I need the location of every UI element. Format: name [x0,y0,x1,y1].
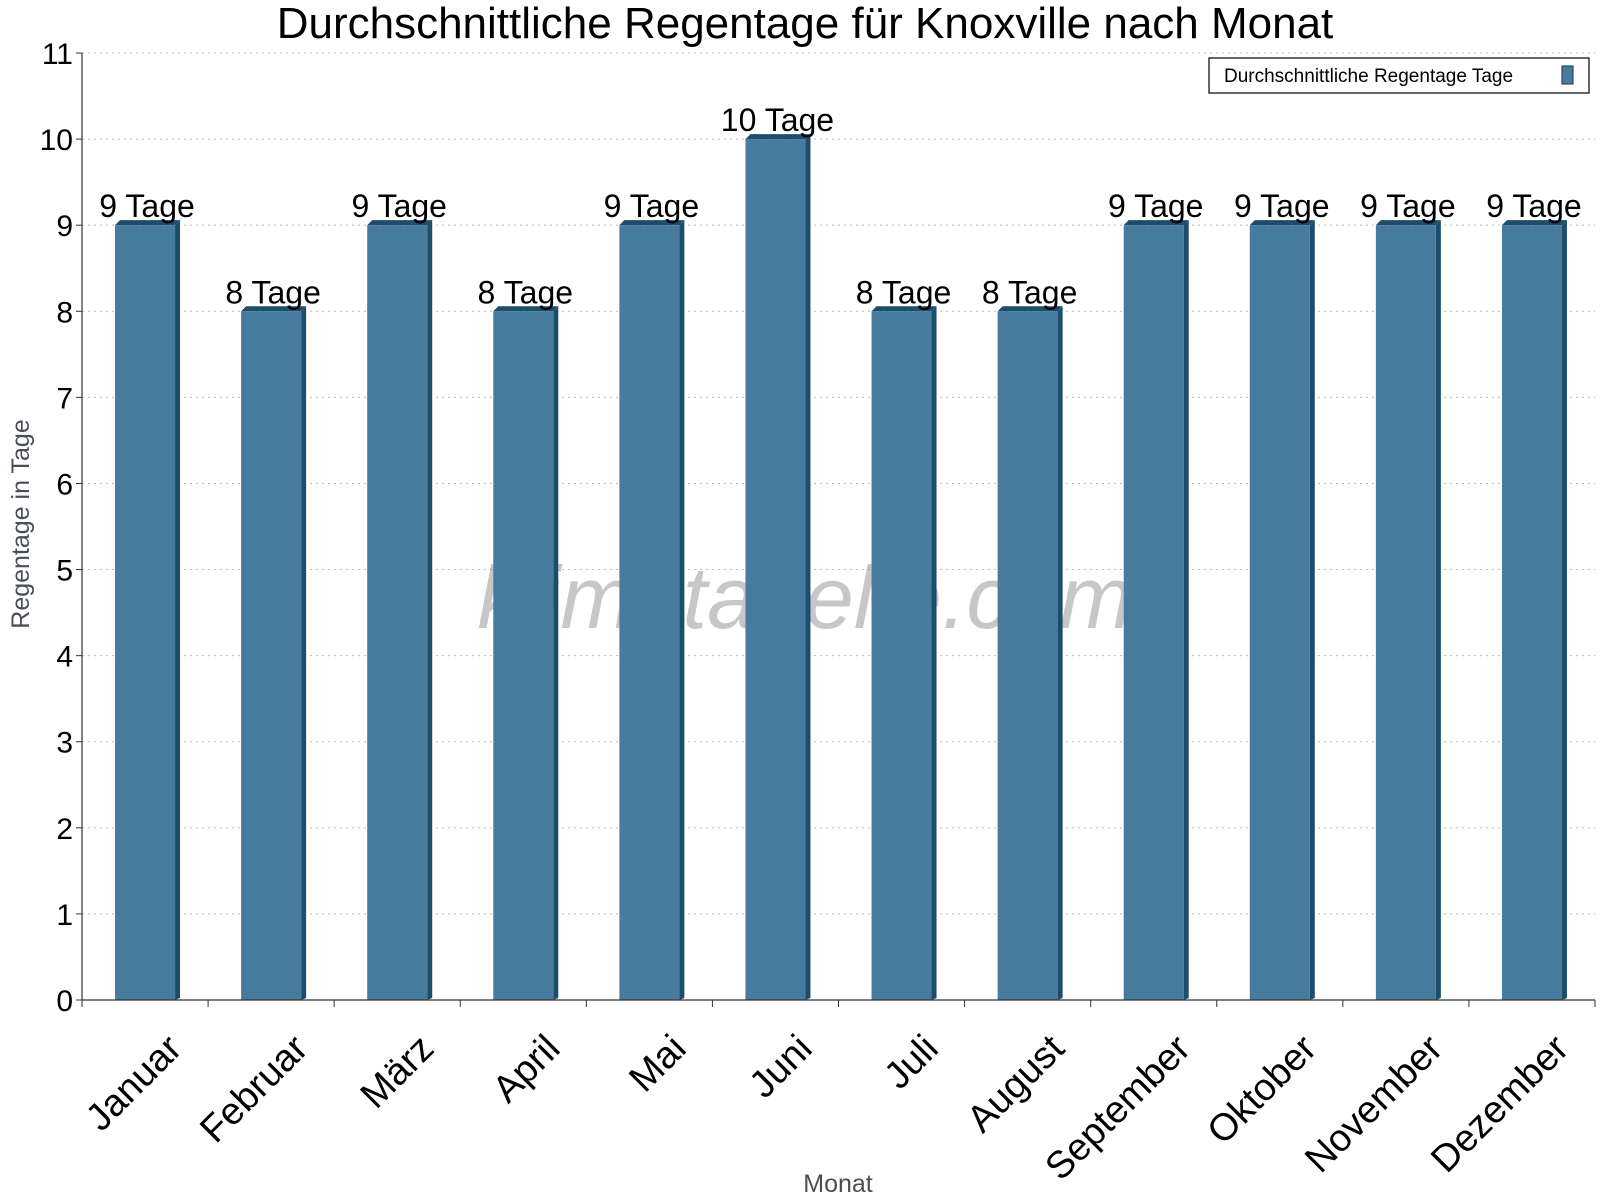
bar-top [241,306,307,312]
legend-label: Durchschnittliche Regentage Tage [1224,66,1513,87]
bar-front [871,311,932,1001]
bar [1123,220,1189,1000]
data-labels: 9 Tage 8 Tage 9 Tage 8 Tage 9 Tage 10 Tage 8 T… [99,102,1581,310]
x-tick-label: März [353,1027,442,1116]
bar-front [1501,225,1562,1000]
legend: Durchschnittliche Regentage Tage [1208,57,1590,94]
bar-top [1375,220,1441,226]
bar-top [1501,220,1567,226]
bar-top [619,220,685,226]
y-tick-label: 3 [56,727,73,760]
data-label: 9 Tage [1360,188,1456,224]
data-label: 9 Tage [1108,188,1204,224]
bar-side [1057,306,1063,1001]
y-tick-label: 9 [56,210,73,243]
y-tick-label: 8 [56,296,73,329]
x-tick-label: Februar [192,1027,316,1151]
bar-front [1123,225,1184,1000]
bar-front [1249,225,1310,1000]
bar-top [493,306,559,312]
bar-top [1123,220,1189,226]
y-tick-label: 7 [56,382,73,415]
legend-box [1208,57,1590,94]
bars [115,134,1567,1001]
bar-side [427,220,433,1000]
y-tick-label: 2 [56,813,73,846]
bar-front [241,311,302,1001]
bar-front [115,225,176,1000]
bar [1501,220,1567,1000]
bar [997,306,1063,1001]
chart-title: Durchschnittliche Regentage für Knoxvill… [277,0,1334,48]
bar [1249,220,1315,1000]
y-tick-label: 5 [56,555,73,588]
bar [367,220,433,1000]
legend-swatch [1561,65,1574,85]
data-label: 9 Tage [99,188,195,224]
bar-side [805,134,811,1000]
bar-top [367,220,433,226]
bar-side [1435,220,1441,1000]
bar [115,220,181,1000]
bar [745,134,811,1000]
y-tick-label: 4 [56,641,73,674]
x-tick-label: Dezember [1423,1027,1577,1181]
x-tick-label: Juni [741,1027,820,1106]
data-label: 8 Tage [478,274,574,310]
y-tick-label: 11 [42,38,73,71]
bar [493,306,559,1001]
y-tick-label: 0 [56,985,73,1018]
bar-front [1375,225,1436,1000]
bar-side [1561,220,1567,1000]
bar-front [493,311,554,1001]
data-label: 8 Tage [856,274,952,310]
x-tick-label: Mai [621,1027,694,1100]
bar-side [1309,220,1315,1000]
bar-top [997,306,1063,312]
data-label: 9 Tage [604,188,700,224]
bar-side [553,306,559,1001]
bar-side [931,306,937,1001]
data-label: 8 Tage [225,274,321,310]
bar-top [871,306,937,312]
bar-top [745,134,811,140]
x-tick-label: Januar [78,1027,190,1139]
data-label: 9 Tage [1234,188,1330,224]
gridlines [82,52,1595,915]
x-axis-title: Monat [803,1170,873,1198]
bar-side [679,220,685,1000]
x-tick-label: April [485,1027,568,1110]
data-label: 9 Tage [351,188,447,224]
x-tick-label: Juli [877,1027,947,1097]
y-axis-title: Regentage in Tage [7,419,35,628]
x-tick-label: August [959,1027,1073,1141]
bar-top [1249,220,1315,226]
x-tick-label: Oktober [1200,1027,1326,1153]
bar-side [301,306,307,1001]
bar-front [619,225,680,1000]
bar-side [175,220,181,1000]
bar [619,220,685,1000]
bar-front [367,225,428,1000]
bar-front [745,139,806,1000]
bar [871,306,937,1001]
y-tick-label: 6 [56,468,73,501]
bar-front [997,311,1058,1001]
y-tick-label: 1 [56,899,73,932]
data-label: 9 Tage [1486,188,1582,224]
data-label: 10 Tage [721,102,834,138]
bar [241,306,307,1001]
bar [1375,220,1441,1000]
x-tick-label: November [1297,1027,1451,1181]
y-tick-label: 10 [40,124,73,157]
bar-side [1183,220,1189,1000]
data-label: 8 Tage [982,274,1078,310]
bar-top [115,220,181,226]
